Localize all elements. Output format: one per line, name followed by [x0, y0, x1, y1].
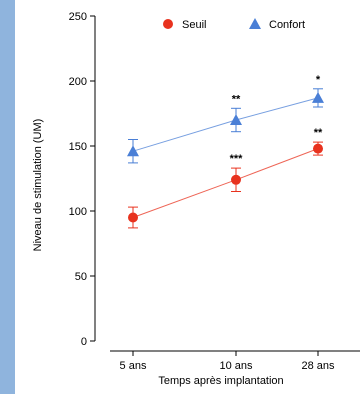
data-point-confort — [230, 114, 242, 125]
data-point-seuil — [128, 213, 138, 223]
significance-label-seuil: *** — [230, 153, 244, 165]
chart-panel: Seuil Confort 0 50 100 150 200 250 5 ans 10 ans 2… — [15, 0, 361, 394]
y-tick-label: 150 — [69, 141, 87, 153]
x-axis-title: Temps après implantation — [158, 375, 283, 387]
y-tick-label: 50 — [75, 271, 87, 283]
axes: 0 50 100 150 200 250 5 ans 10 ans 28 ans — [69, 11, 360, 372]
legend-label-seuil: Seuil — [182, 19, 206, 31]
x-tick-label: 28 ans — [301, 360, 335, 372]
significance-label-confort: * — [316, 74, 321, 86]
legend-marker-confort — [249, 18, 261, 29]
x-tick-label: 10 ans — [219, 360, 253, 372]
data-point-confort — [312, 92, 324, 103]
series-line-seuil — [133, 149, 318, 218]
y-tick-label: 250 — [69, 11, 87, 23]
legend-marker-seuil — [163, 19, 173, 29]
data-point-seuil — [231, 175, 241, 185]
significance-label-confort: ** — [232, 93, 241, 105]
series-confort: *** — [127, 74, 324, 163]
chart-svg: Seuil Confort 0 50 100 150 200 250 5 ans 10 ans 2… — [15, 0, 361, 394]
y-axis-title: Niveau de stimulation (UM) — [32, 119, 44, 252]
legend: Seuil Confort — [163, 18, 305, 31]
y-tick-label: 0 — [81, 336, 87, 348]
data-point-seuil — [313, 144, 323, 154]
y-tick-label: 200 — [69, 76, 87, 88]
data-point-confort — [127, 145, 139, 156]
series-seuil: ***** — [128, 127, 323, 228]
y-tick-label: 100 — [69, 206, 87, 218]
legend-label-confort: Confort — [269, 19, 305, 31]
x-tick-label: 5 ans — [120, 360, 147, 372]
significance-label-seuil: ** — [314, 127, 323, 139]
series-line-confort — [133, 98, 318, 151]
series-layer: ******** — [127, 74, 324, 228]
